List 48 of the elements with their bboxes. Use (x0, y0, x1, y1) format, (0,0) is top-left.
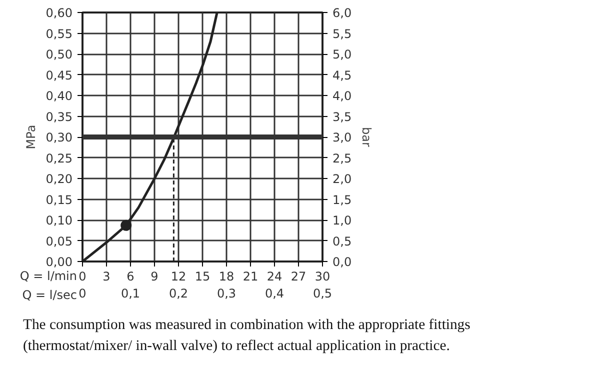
x2-tick-label: 0,4 (264, 286, 284, 300)
y2-tick-label: 2,0 (332, 172, 352, 186)
x-tick-label: 30 (314, 270, 330, 284)
y-tick-label: 0,50 (46, 48, 72, 62)
y-tick-label: 0,30 (46, 130, 72, 144)
y2-tick-label: 5,0 (332, 48, 352, 62)
text: The consumption was measured in combination with the appropriate fittings (thermostat/mixer/ in-wall valve) to reflect actual application in practice. (23, 316, 472, 356)
y2-axis-title: bar (360, 127, 374, 148)
y2-tick-label: 6,0 (332, 6, 352, 20)
x-tick-label: 18 (218, 270, 234, 284)
y-tick-label: 0,40 (46, 89, 72, 103)
x2-tick-label: 0,2 (168, 286, 188, 300)
y-tick-label: 0,00 (46, 255, 72, 269)
x2-tick-label: 0,5 (312, 286, 332, 300)
y-tick-label: 0,05 (46, 234, 72, 248)
y-tick-label: 0,60 (46, 6, 72, 20)
x-tick-label: 0 (78, 270, 86, 284)
x-tick-label: 15 (194, 270, 210, 284)
x2-tick-label: 0,3 (216, 286, 236, 300)
x2-tick-label: 0,1 (120, 286, 140, 300)
x2-axis-title: Q = l/sec (22, 288, 77, 302)
x-tick-label: 9 (150, 270, 158, 284)
y2-tick-label: 2,5 (332, 151, 352, 166)
x2-tick-label: 0 (78, 286, 86, 300)
y2-tick-label: 5,5 (332, 26, 352, 41)
y2-tick-label: 4,5 (332, 68, 352, 82)
x-tick-label: 27 (290, 270, 306, 284)
y-axis-title: MPa (24, 124, 38, 150)
y-tick-label: 0,25 (46, 151, 72, 166)
y2-tick-label: 3,0 (332, 130, 352, 144)
x-tick-label: 21 (242, 270, 258, 284)
y2-tick-label: 0,5 (332, 234, 352, 248)
x-axis-title: Q = l/min (20, 269, 77, 283)
y-tick-label: 0,35 (46, 110, 72, 124)
y2-tick-label: 4,0 (332, 89, 352, 103)
y-tick-label: 0,15 (46, 192, 72, 207)
y2-tick-label: 1,5 (332, 192, 352, 207)
y2-tick-label: 3,5 (332, 110, 352, 124)
x-tick-label: 12 (170, 270, 186, 284)
y2-tick-label: 1,0 (332, 214, 352, 228)
x-tick-label: 24 (266, 270, 282, 284)
y-tick-label: 0,10 (46, 214, 72, 228)
x-tick-label: 3 (102, 270, 110, 284)
x-tick-label: 6 (126, 270, 134, 284)
y-tick-label: 0,45 (46, 68, 72, 82)
y-tick-label: 0,20 (46, 172, 72, 186)
y-tick-label: 0,55 (46, 26, 72, 41)
y2-tick-label: 0,0 (332, 255, 352, 269)
